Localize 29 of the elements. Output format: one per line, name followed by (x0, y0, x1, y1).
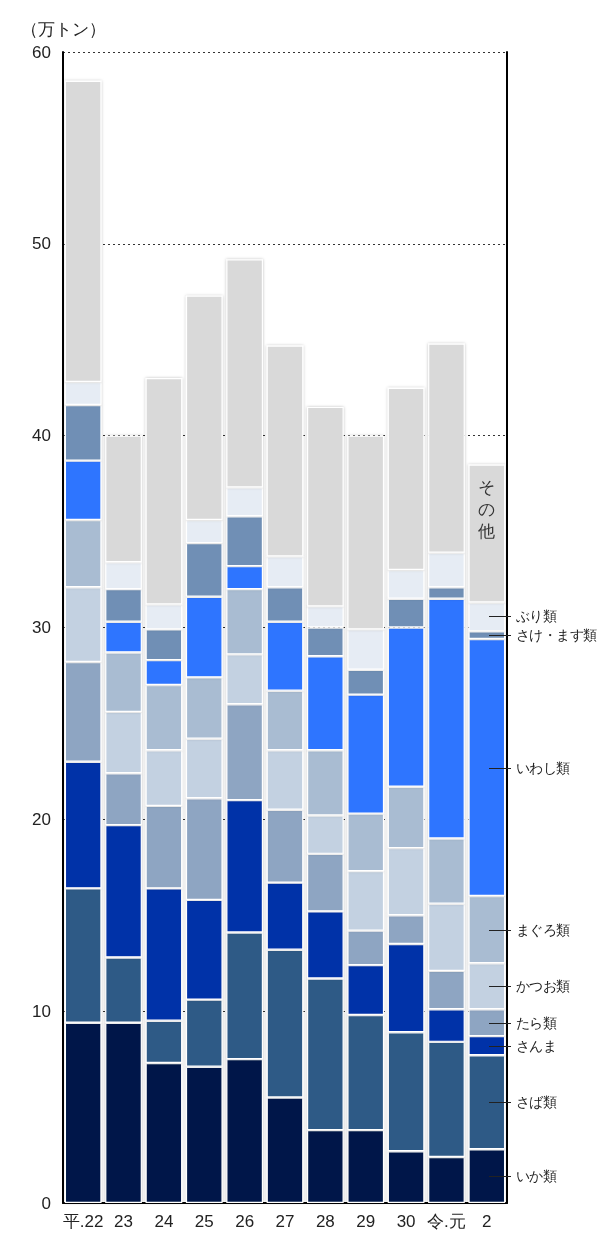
y-tick-label: 40 (32, 426, 51, 446)
y-tick-label: 20 (32, 809, 51, 829)
series-label: ぶり類 (515, 607, 557, 626)
y-tick-label: 60 (32, 42, 51, 62)
x-tick-label: 令.元 (427, 1212, 466, 1231)
x-tick-label: 2 (482, 1212, 492, 1231)
series-label: たら類 (515, 1013, 557, 1032)
series-label: いわし類 (515, 758, 570, 777)
y-tick-label: 30 (32, 618, 51, 637)
series-label: いか類 (515, 1167, 557, 1186)
x-tick-label: 平.22 (62, 1212, 104, 1231)
x-tick-label: 28 (315, 1212, 335, 1231)
series-label: さんま (515, 1036, 557, 1055)
series-label: その他 (477, 476, 497, 543)
y-axis-title: （万トン） (20, 20, 106, 39)
y-tick-label: 10 (32, 1001, 51, 1021)
x-tick-label: 27 (275, 1212, 295, 1231)
series-label: さば類 (515, 1093, 557, 1112)
y-tick-label: 0 (41, 1193, 51, 1213)
x-tick-label: 26 (235, 1212, 255, 1231)
y-tick-label: 50 (32, 234, 51, 254)
series-label: まぐろ類 (515, 920, 570, 939)
series-label: かつお類 (515, 977, 570, 996)
x-tick-label: 25 (194, 1212, 214, 1231)
series-label: さけ・ます類 (515, 626, 597, 645)
x-tick-label: 24 (154, 1212, 174, 1231)
x-tick-label: 29 (356, 1212, 376, 1231)
x-tick-label: 30 (396, 1212, 416, 1231)
x-tick-label: 23 (114, 1212, 134, 1231)
